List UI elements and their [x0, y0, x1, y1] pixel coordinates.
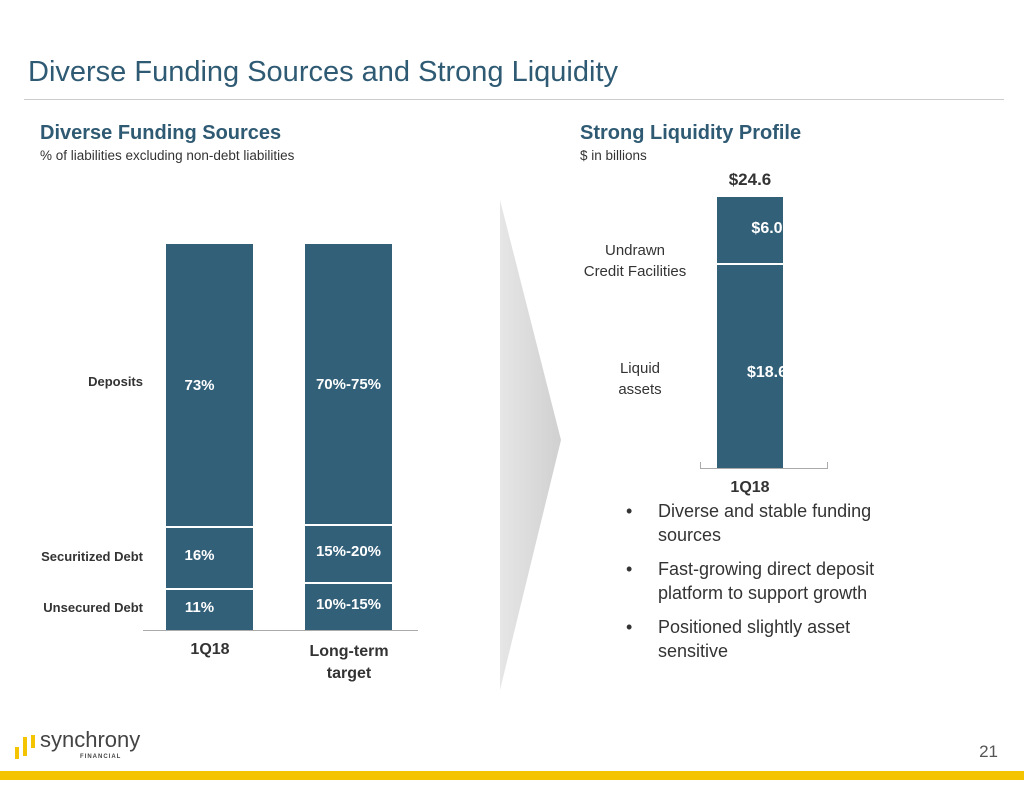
right-chart-title: Strong Liquidity Profile — [580, 122, 802, 144]
left-x-axis — [143, 630, 418, 631]
bullet-text: Fast-growing direct deposit platform to … — [658, 559, 875, 603]
data-label: 10%-15% — [315, 595, 382, 613]
bar-segment — [305, 523, 392, 582]
bar-segment — [305, 581, 392, 630]
category-label-long-term: Long-term target — [309, 643, 389, 682]
title-divider — [24, 99, 1004, 100]
total-label: $24.6 — [728, 170, 772, 189]
bar-segment — [166, 587, 253, 630]
bullet-text: Positioned slightly asset sensitive — [658, 617, 851, 661]
unsecured-debt-label: Unsecured Debt — [43, 600, 143, 615]
right-chart-subtitle: $ in billions — [580, 148, 647, 163]
data-label: 15%-20% — [315, 542, 382, 560]
axis-tick — [827, 462, 828, 469]
bullet-item: • Fast-growing direct deposit platform to… — [626, 557, 916, 605]
bar-segment — [717, 197, 783, 264]
category-label-1q18: 1Q18 — [730, 479, 770, 496]
left-chart-title: Diverse Funding Sources — [40, 122, 282, 144]
securitized-debt-label: Securitized Debt — [41, 549, 143, 564]
bar-segment — [166, 525, 253, 588]
data-label: 73% — [184, 376, 215, 394]
undrawn-label-line1: Undrawn — [604, 242, 666, 259]
data-label: 70%-75% — [315, 375, 382, 393]
data-label: 11% — [184, 598, 215, 616]
footer-accent-bar — [0, 771, 1024, 780]
bar-segment — [717, 263, 783, 468]
page-number: 21 — [979, 742, 998, 761]
left-chart-subtitle: % of liabilities excluding non-debt liab… — [40, 148, 295, 163]
data-label: $18.6 — [746, 364, 788, 381]
data-label: $6.0 — [751, 220, 783, 237]
right-x-axis — [700, 468, 828, 469]
axis-tick — [700, 462, 701, 469]
logo-wordmark: synchrony — [40, 727, 141, 752]
bullet-text: Diverse and stable funding sources — [658, 501, 872, 545]
bar-segment — [166, 244, 253, 526]
deposits-label: Deposits — [88, 374, 143, 389]
page-title: Diverse Funding Sources and Strong Liqui… — [28, 56, 618, 88]
bar-segment — [305, 244, 392, 524]
bullet-glyph: • — [626, 559, 633, 579]
data-label: 16% — [184, 546, 215, 564]
synchrony-logo: synchrony FINANCIAL — [14, 727, 144, 766]
liquid-label-line2: assets — [618, 381, 662, 398]
category-label-1q18: 1Q18 — [190, 641, 230, 658]
logo-mark-icon — [15, 735, 35, 759]
logo-tagline: FINANCIAL — [80, 754, 122, 760]
bullet-glyph: • — [626, 617, 633, 637]
bullet-glyph: • — [626, 501, 633, 521]
bullet-item: • Diverse and stable funding sources — [626, 499, 916, 547]
liquid-label-line1: Liquid — [619, 360, 661, 377]
bullet-item: • Positioned slightly asset sensitive — [626, 615, 916, 663]
undrawn-label-line2: Credit Facilities — [583, 263, 687, 280]
